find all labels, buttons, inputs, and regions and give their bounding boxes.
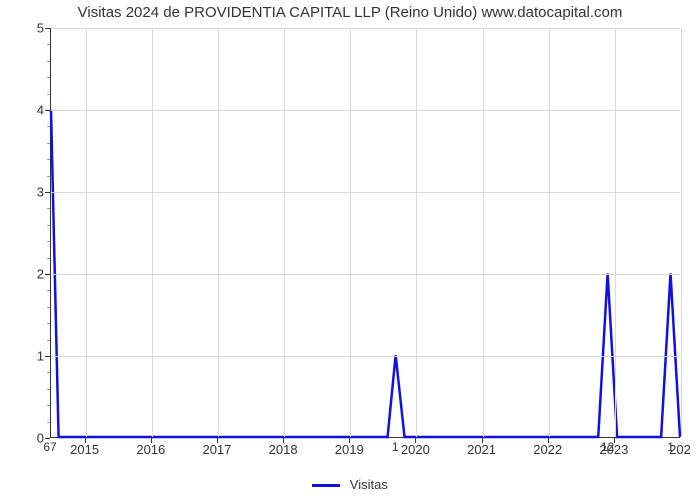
xtick-label: 2020 (401, 442, 430, 457)
ytick-minor (47, 159, 50, 160)
ytick-minor (47, 405, 50, 406)
data-value-label: 1 (392, 440, 399, 454)
ytick-minor (47, 307, 50, 308)
ytick (45, 28, 50, 29)
grid-v (350, 28, 351, 437)
data-value-label: 12 (601, 440, 614, 454)
xtick-label: 2022 (533, 442, 562, 457)
legend-label: Visitas (350, 477, 388, 492)
ytick-minor (47, 208, 50, 209)
ytick (45, 438, 50, 439)
grid-h (51, 28, 680, 29)
ytick-minor (47, 258, 50, 259)
xtick-label: 2018 (269, 442, 298, 457)
grid-v (416, 28, 417, 437)
xtick (482, 438, 483, 443)
ytick-minor (47, 323, 50, 324)
xtick (217, 438, 218, 443)
grid-h (51, 110, 680, 111)
xtick-label: 2021 (467, 442, 496, 457)
ytick-minor (47, 44, 50, 45)
data-value-label: 1 (667, 440, 674, 454)
grid-v (152, 28, 153, 437)
ytick-label: 0 (4, 431, 44, 446)
ytick (45, 192, 50, 193)
grid-v (86, 28, 87, 437)
chart-title: Visitas 2024 de PROVIDENTIA CAPITAL LLP … (0, 4, 700, 21)
ytick (45, 110, 50, 111)
ytick-minor (47, 422, 50, 423)
ytick (45, 356, 50, 357)
line-series (51, 28, 680, 437)
ytick-minor (47, 241, 50, 242)
data-value-label: 67 (43, 440, 56, 454)
grid-v (549, 28, 550, 437)
xtick-label: 2015 (70, 442, 99, 457)
xtick (283, 438, 284, 443)
ytick-minor (47, 77, 50, 78)
grid-v (218, 28, 219, 437)
grid-v (483, 28, 484, 437)
ytick-minor (47, 290, 50, 291)
xtick (415, 438, 416, 443)
grid-v (615, 28, 616, 437)
ytick-minor (47, 94, 50, 95)
xtick (85, 438, 86, 443)
ytick-minor (47, 389, 50, 390)
ytick-label: 4 (4, 103, 44, 118)
xtick (349, 438, 350, 443)
grid-v (681, 28, 682, 437)
grid-h (51, 356, 680, 357)
ytick-minor (47, 126, 50, 127)
plot-area (50, 28, 680, 438)
xtick (548, 438, 549, 443)
chart-container: Visitas 2024 de PROVIDENTIA CAPITAL LLP … (0, 0, 700, 500)
grid-h (51, 192, 680, 193)
ytick-label: 2 (4, 267, 44, 282)
ytick-minor (47, 225, 50, 226)
ytick-minor (47, 143, 50, 144)
ytick-minor (47, 340, 50, 341)
ytick-label: 3 (4, 185, 44, 200)
ytick-label: 5 (4, 21, 44, 36)
xtick-label: 2017 (202, 442, 231, 457)
xtick (151, 438, 152, 443)
legend: Visitas (0, 477, 700, 492)
ytick (45, 274, 50, 275)
ytick-minor (47, 176, 50, 177)
grid-v (284, 28, 285, 437)
xtick-label: 2019 (335, 442, 364, 457)
xtick-label: 2016 (136, 442, 165, 457)
legend-swatch (312, 484, 340, 487)
ytick-minor (47, 372, 50, 373)
ytick-minor (47, 61, 50, 62)
grid-h (51, 274, 680, 275)
ytick-label: 1 (4, 349, 44, 364)
